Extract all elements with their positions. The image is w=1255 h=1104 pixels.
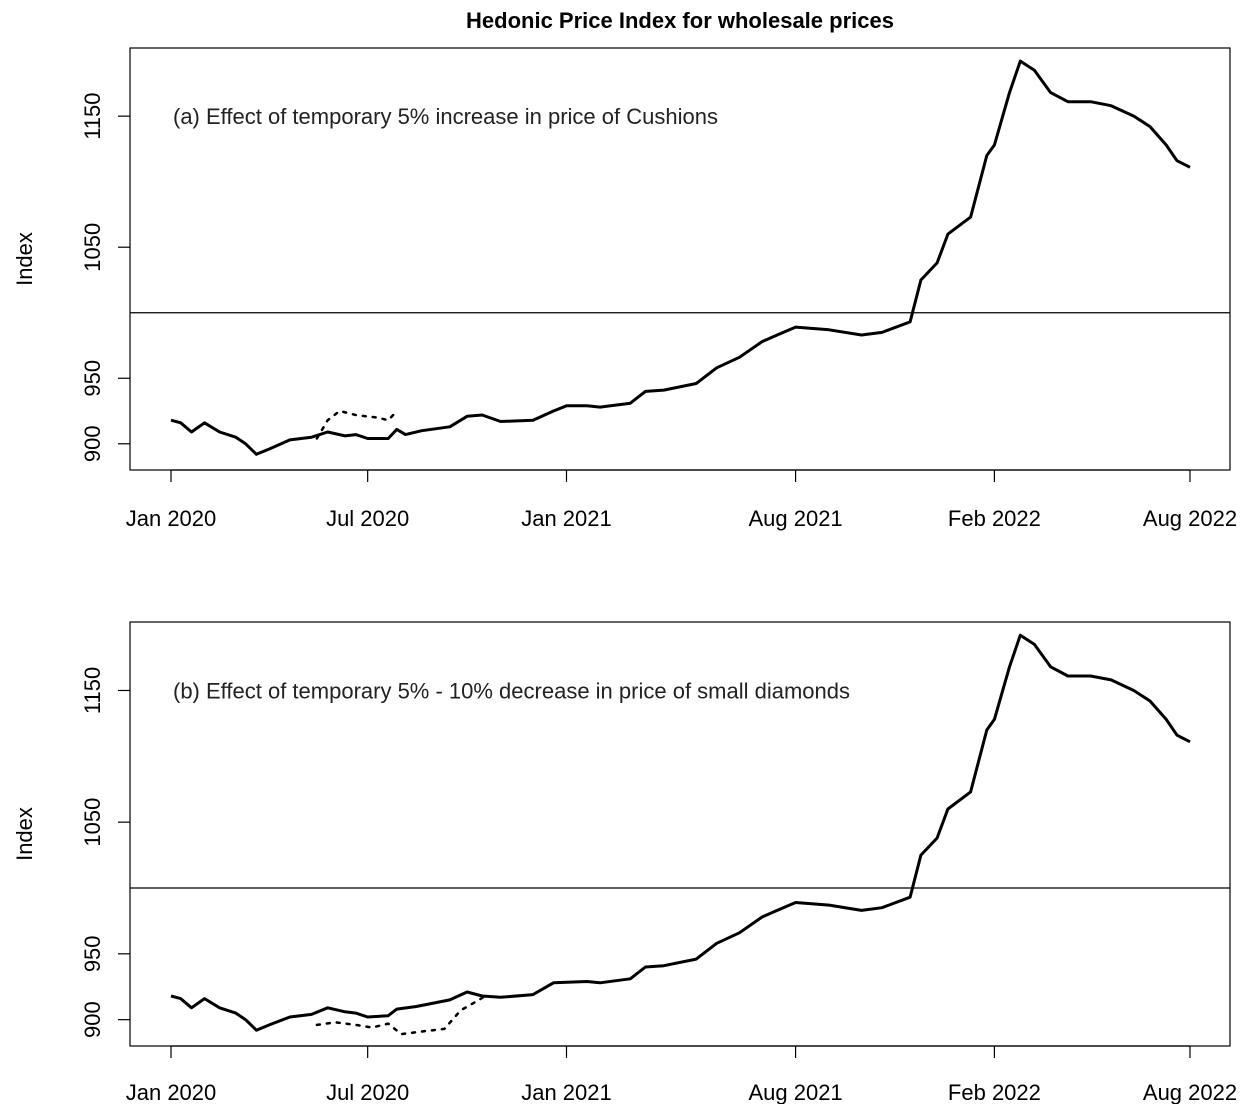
chart-title: Hedonic Price Index for wholesale prices: [466, 8, 894, 33]
panel-a-y-tick-label: 900: [80, 425, 105, 462]
panel-a-x-tick-label: Jul 2020: [326, 506, 409, 531]
panel-a-x-tick-label: Aug 2022: [1143, 506, 1237, 531]
panel-b-y-tick-label: 1150: [80, 667, 105, 714]
panel-b-series-dotted-line: [315, 993, 489, 1036]
panel-b-y-axis-label: Index: [12, 807, 37, 861]
panel-a-x-tick-label: Aug 2021: [748, 506, 842, 531]
panel-b-x-tick-label: Feb 2022: [948, 1080, 1041, 1104]
panel-b-x-tick-label: Jan 2020: [126, 1080, 217, 1104]
panel-a-x-tick-label: Feb 2022: [948, 506, 1041, 531]
panel-a: (a) Effect of temporary 5% increase in p…: [12, 47, 1237, 531]
panel-b-annotation: (b) Effect of temporary 5% - 10% decreas…: [173, 678, 850, 703]
panel-b-x-tick-label: Jul 2020: [326, 1080, 409, 1104]
panel-b-x-tick-label: Aug 2022: [1143, 1080, 1237, 1104]
panel-b-y-tick-label: 900: [80, 1001, 105, 1038]
panel-b-series-solid-line: [170, 633, 1191, 1032]
panel-a-annotation: (a) Effect of temporary 5% increase in p…: [173, 104, 718, 129]
panel-a-x-tick-label: Jan 2020: [126, 506, 217, 531]
panel-a-y-tick-label: 950: [80, 360, 105, 397]
panel-b-y-tick-label: 1050: [80, 798, 105, 847]
panel-b-x-tick-label: Aug 2021: [748, 1080, 842, 1104]
panel-a-x-tick-label: Jan 2021: [521, 506, 612, 531]
panel-b: (b) Effect of temporary 5% - 10% decreas…: [12, 621, 1237, 1104]
panel-b-x-tick-label: Jan 2021: [521, 1080, 612, 1104]
panel-a-y-tick-label: 1150: [80, 92, 105, 139]
panel-a-y-tick-label: 1050: [80, 223, 105, 272]
panel-a-y-axis-label: Index: [12, 232, 37, 286]
panel-a-series-dotted-line: [315, 409, 398, 440]
panel-a-series-solid-line: [170, 59, 1191, 456]
panel-b-y-tick-label: 950: [80, 935, 105, 972]
